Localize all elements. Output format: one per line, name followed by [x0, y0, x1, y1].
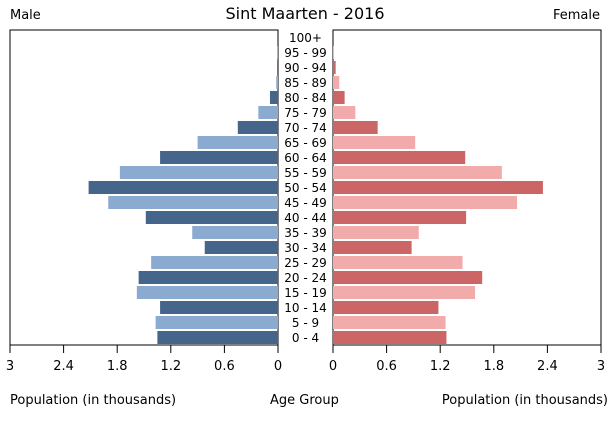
x-axis-label-female: Population (in thousands): [441, 393, 608, 408]
age-group-label: 75 - 79: [284, 106, 327, 120]
male-bar: [258, 106, 278, 119]
female-bar: [333, 241, 412, 254]
female-bar: [333, 286, 476, 299]
female-bar: [333, 331, 447, 344]
age-group-label: 0 - 4: [292, 331, 319, 345]
female-x-tick-label: 0: [329, 359, 337, 374]
male-bar: [197, 136, 278, 149]
female-bar: [333, 76, 340, 89]
male-bar: [277, 46, 278, 59]
male-bar: [269, 91, 278, 104]
female-bar: [333, 61, 336, 74]
male-bar: [237, 121, 278, 134]
female-x-tick-label: 0.6: [376, 359, 397, 374]
male-bar: [276, 76, 278, 89]
female-x-tick-label: 1.8: [483, 359, 504, 374]
age-group-label: 55 - 59: [284, 166, 327, 180]
age-group-label: 25 - 29: [284, 256, 327, 270]
female-bar: [333, 211, 467, 224]
female-bar: [333, 301, 439, 314]
male-bar: [119, 166, 278, 179]
age-group-label: 50 - 54: [284, 181, 327, 195]
female-x-tick-label: 1.2: [430, 359, 451, 374]
male-bar: [204, 241, 278, 254]
age-group-label: 80 - 84: [284, 91, 327, 105]
male-x-tick-label: 0: [274, 359, 282, 374]
age-group-label: 45 - 49: [284, 196, 327, 210]
female-x-tick-label: 3: [597, 359, 605, 374]
female-bar: [333, 46, 334, 59]
age-group-label: 60 - 64: [284, 151, 327, 165]
female-header: Female: [552, 8, 600, 23]
female-bar: [333, 136, 416, 149]
age-group-label: 65 - 69: [284, 136, 327, 150]
male-x-tick-label: 0.6: [214, 359, 235, 374]
male-x-tick-label: 3: [6, 359, 14, 374]
age-group-label: 30 - 34: [284, 241, 327, 255]
female-bar: [333, 166, 502, 179]
male-x-tick-label: 1.8: [107, 359, 128, 374]
male-bar: [160, 301, 278, 314]
female-bar: [333, 226, 419, 239]
age-group-label: 5 - 9: [292, 316, 319, 330]
female-bar: [333, 196, 518, 209]
age-group-label: 85 - 89: [284, 76, 327, 90]
female-bar: [333, 106, 356, 119]
male-bar: [108, 196, 279, 209]
age-group-label: 20 - 24: [284, 271, 327, 285]
female-bar: [333, 91, 345, 104]
male-bar: [192, 226, 278, 239]
chart-title: Sint Maarten - 2016: [225, 4, 385, 23]
x-axis-label-male: Population (in thousands): [10, 393, 177, 408]
female-x-tick-label: 2.4: [537, 359, 558, 374]
male-bar: [145, 211, 278, 224]
male-bar: [155, 316, 278, 329]
age-group-label: 10 - 14: [284, 301, 327, 315]
age-group-label: 70 - 74: [284, 121, 327, 135]
age-group-label: 40 - 44: [284, 211, 327, 225]
female-bar: [333, 256, 463, 269]
male-bar: [88, 181, 278, 194]
male-bar: [136, 286, 278, 299]
male-bar: [138, 271, 278, 284]
male-x-tick-label: 1.2: [160, 359, 181, 374]
male-bar: [160, 151, 278, 164]
male-bar: [151, 256, 278, 269]
female-bar: [333, 121, 378, 134]
male-header: Male: [10, 8, 41, 23]
age-group-label: 90 - 94: [284, 61, 327, 75]
age-group-label: 15 - 19: [284, 286, 327, 300]
female-bar: [333, 151, 466, 164]
male-bar: [157, 331, 278, 344]
age-group-label: 95 - 99: [284, 46, 327, 60]
male-x-tick-label: 2.4: [53, 359, 74, 374]
male-bar: [277, 61, 278, 74]
age-group-label: 100+: [289, 31, 322, 45]
female-bar: [333, 316, 446, 329]
x-axis-label-age-group: Age Group: [270, 393, 339, 408]
female-bar: [333, 181, 543, 194]
female-bar: [333, 271, 483, 284]
age-group-label: 35 - 39: [284, 226, 327, 240]
